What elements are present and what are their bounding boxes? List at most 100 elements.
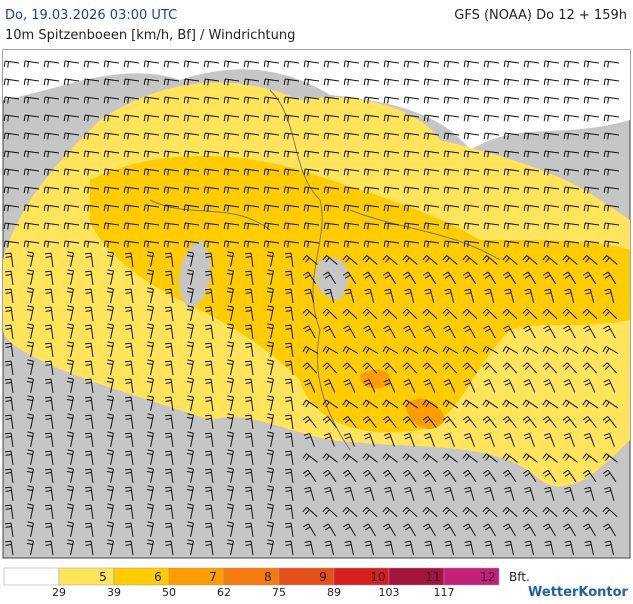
wind-barb: [302, 255, 318, 265]
legend-label: 7: [209, 570, 217, 584]
wind-barb: [146, 395, 154, 411]
wind-barb: [263, 240, 280, 248]
wind-barb: [285, 324, 294, 340]
wind-barb: [523, 432, 535, 447]
wind-barb: [243, 204, 260, 212]
wind-barb: [603, 222, 620, 230]
wind-barb: [303, 204, 320, 212]
wind-barb: [103, 222, 120, 230]
wind-barb: [602, 271, 617, 285]
border: [149, 89, 501, 451]
wind-barb: [226, 251, 234, 267]
wind-barb: [403, 325, 416, 339]
wind-barb: [482, 416, 497, 428]
legend-label: 12: [480, 570, 495, 584]
wind-barb: [403, 432, 415, 447]
wind-barb: [26, 377, 34, 393]
wind-barb: [143, 240, 160, 248]
wind-barb: [403, 168, 420, 176]
wind-barb: [363, 96, 380, 104]
wind-barb: [226, 539, 234, 555]
wind-barb: [363, 78, 380, 86]
wind-barb: [562, 453, 578, 463]
wind-barb: [66, 503, 74, 519]
wind-barb: [463, 168, 480, 176]
wind-barb: [424, 288, 435, 303]
wind-barb: [226, 521, 234, 537]
wind-barb: [383, 78, 400, 86]
wind-barb: [26, 539, 34, 555]
wind-barb: [382, 308, 398, 320]
wind-barb: [342, 469, 357, 483]
wind-barb: [542, 362, 558, 374]
wind-barb: [404, 288, 415, 303]
wind-barb: [186, 395, 194, 411]
wind-barb: [444, 288, 455, 303]
legend-unit: Bft.: [509, 570, 530, 584]
wind-barb: [205, 540, 214, 556]
wind-barb: [245, 432, 254, 448]
wind-barb: [226, 323, 234, 339]
wind-barb: [85, 450, 94, 466]
wind-barb: [26, 413, 34, 429]
wind-barb: [5, 414, 14, 430]
wind-barb: [165, 540, 174, 556]
wind-barb: [563, 432, 575, 447]
wind-barb: [602, 346, 619, 354]
wind-barb: [503, 132, 520, 140]
wind-barb: [146, 341, 154, 357]
wind-barb: [342, 346, 359, 354]
wind-barb: [45, 540, 54, 556]
wind-barb: [383, 240, 400, 248]
wind-barb: [463, 150, 480, 158]
wind-barb: [23, 96, 40, 104]
wind-barb: [285, 360, 294, 376]
wind-barb: [484, 540, 494, 555]
wind-barb: [186, 413, 194, 429]
wind-barb: [563, 222, 580, 230]
wind-barb: [402, 308, 418, 320]
wind-barb: [283, 114, 300, 122]
wind-barb: [562, 506, 578, 518]
wind-barb: [524, 486, 535, 501]
wind-barb: [383, 523, 396, 537]
wind-barb: [523, 379, 536, 393]
wind-barb: [522, 308, 538, 320]
wind-barb: [443, 379, 456, 393]
gust-area-7: [360, 369, 445, 429]
wind-barb: [203, 204, 220, 212]
wind-barb: [483, 168, 500, 176]
wind-barb: [223, 168, 240, 176]
wind-barb: [544, 288, 555, 303]
wind-barb: [504, 486, 515, 501]
wind-barb: [143, 186, 160, 194]
wind-barb: [266, 521, 274, 537]
wind-barb: [483, 432, 495, 447]
wind-barb: [45, 414, 54, 430]
wind-barb: [503, 222, 520, 230]
wind-barb: [543, 150, 560, 158]
wind-barb: [83, 78, 100, 86]
wind-barb: [343, 150, 360, 158]
wind-barb: [143, 60, 160, 68]
wind-barb: [143, 150, 160, 158]
wind-barb: [106, 539, 114, 555]
wind-barb: [163, 222, 180, 230]
wind-barb: [43, 60, 60, 68]
wind-barb: [43, 222, 60, 230]
wind-barb: [285, 504, 294, 520]
wind-barb: [322, 362, 338, 374]
wind-barb: [502, 469, 517, 483]
wind-barb: [443, 60, 460, 68]
wind-barb: [542, 469, 557, 483]
wind-barb: [603, 204, 620, 212]
wind-barb: [205, 378, 214, 394]
wind-barb: [245, 288, 254, 304]
wind-barb: [342, 255, 358, 265]
wind-barb: [123, 150, 140, 158]
wind-barb: [165, 504, 174, 520]
wind-barb: [483, 222, 500, 230]
wind-barb: [83, 114, 100, 122]
wind-barb: [483, 114, 500, 122]
